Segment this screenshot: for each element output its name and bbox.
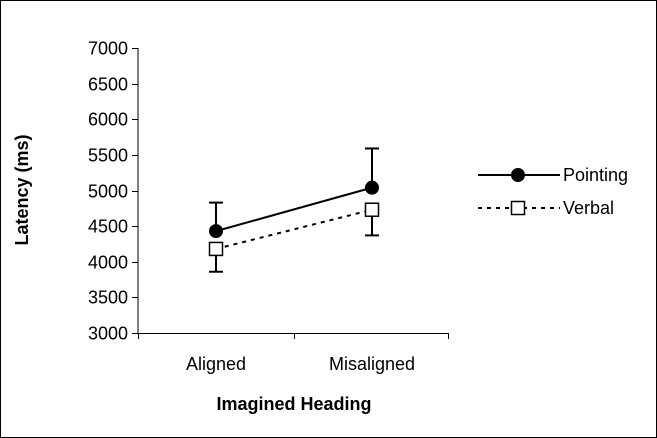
- y-tick-label: 7000: [88, 39, 128, 59]
- x-tick-label: Aligned: [186, 354, 246, 374]
- data-point: [364, 202, 380, 217]
- y-tick-label: 5500: [88, 146, 128, 166]
- legend-label: Verbal: [563, 198, 614, 218]
- legend: Pointing Verbal: [478, 165, 628, 218]
- series-verbal: [208, 202, 380, 273]
- x-tick-label: Misaligned: [329, 354, 415, 374]
- legend-entry: Verbal: [478, 198, 614, 218]
- legend-label: Pointing: [563, 165, 628, 185]
- y-tick-label: 6000: [88, 110, 128, 130]
- y-tick-label: 6500: [88, 75, 128, 95]
- data-point: [208, 241, 224, 257]
- legend-marker: [510, 200, 526, 216]
- data-point: [209, 224, 223, 239]
- data-point: [365, 180, 379, 195]
- y-tick-label: 4000: [88, 253, 128, 273]
- y-tick-label: 5000: [88, 182, 128, 202]
- series-layer: [208, 147, 380, 273]
- y-axis: 3000 3500 4000 4500 5000 5500 6000 6500 7000: [88, 39, 139, 344]
- y-tick-label: 3500: [88, 288, 128, 308]
- y-tick-label: 4500: [88, 217, 128, 237]
- legend-marker: [511, 168, 525, 182]
- x-axis-title: Imagined Heading: [216, 394, 371, 414]
- x-axis: Aligned Misaligned: [138, 333, 449, 374]
- series-line: [215, 186, 373, 233]
- y-tick-label: 3000: [88, 324, 128, 344]
- series-pointing: [209, 147, 379, 239]
- legend-entry: Pointing: [478, 165, 628, 185]
- y-axis-title: Latency (ms): [12, 134, 32, 245]
